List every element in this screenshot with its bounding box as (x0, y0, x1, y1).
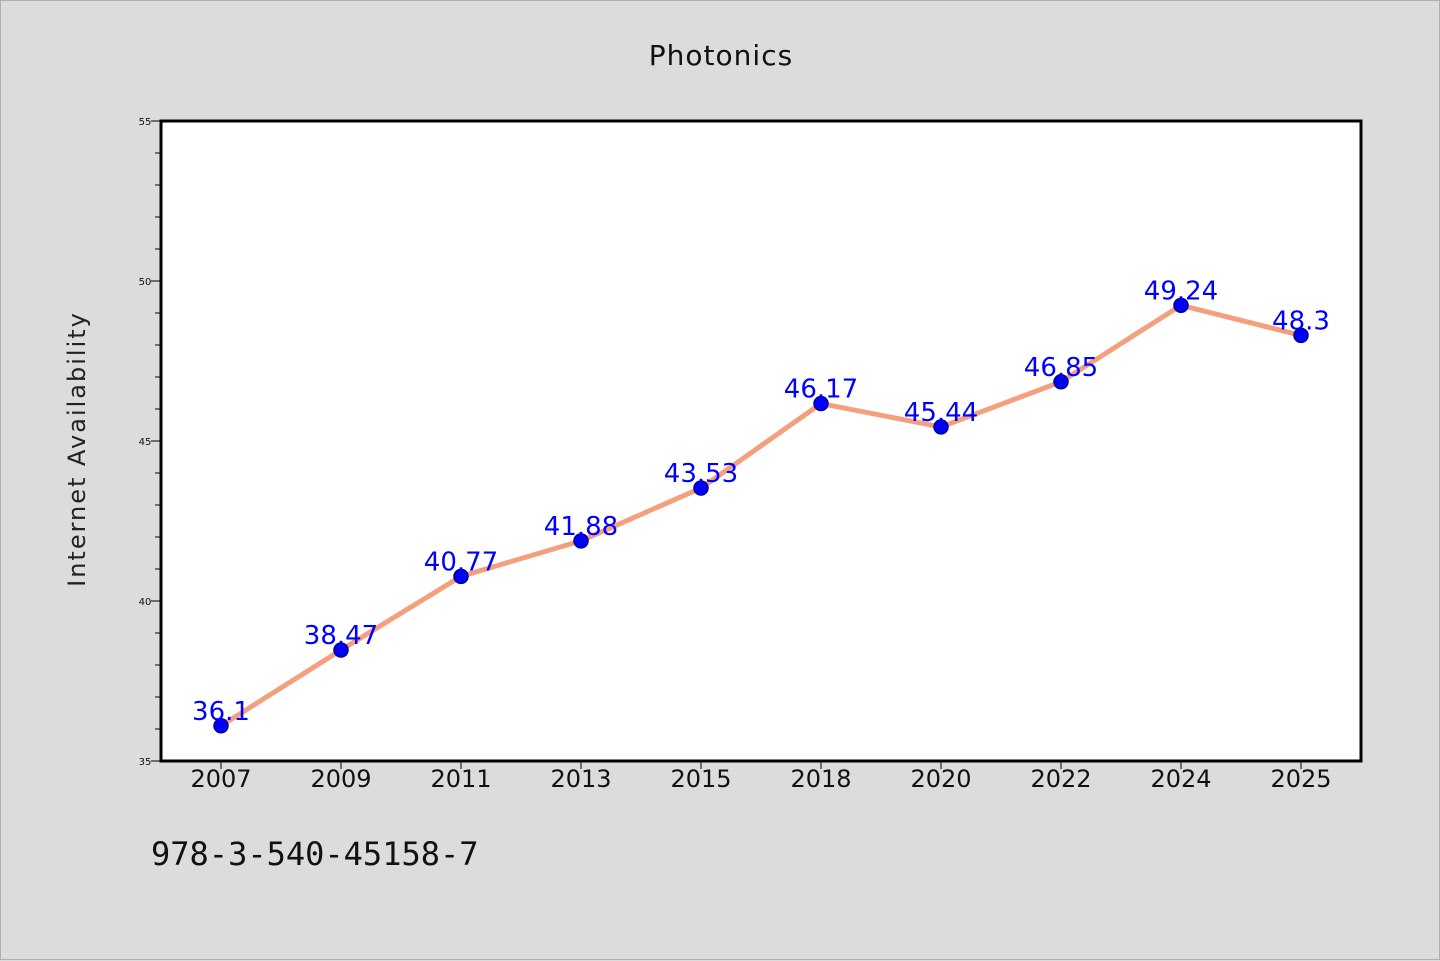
data-point (453, 568, 469, 585)
data-point (693, 480, 709, 496)
data-label: 43.53 (664, 459, 738, 489)
footer-isbn: 978-3-540-45158-7 (151, 835, 479, 873)
plot-area (159, 119, 1363, 763)
data-point (213, 718, 229, 734)
y-axis-label: Internet Availability (63, 311, 91, 587)
data-label: 45.44 (904, 398, 978, 428)
x-tick-label: 2025 (1270, 765, 1331, 793)
y-tick-label: 45 (139, 437, 152, 448)
data-label: 38.47 (304, 621, 378, 651)
data-point (333, 642, 349, 658)
x-tick-label: 2018 (790, 765, 851, 793)
data-label: 46.85 (1024, 353, 1098, 383)
x-tick-label: 2024 (1150, 765, 1211, 793)
y-tick-label: 35 (139, 757, 152, 768)
data-point (813, 395, 829, 412)
x-tick-label: 2007 (190, 765, 251, 793)
series-line (218, 302, 1304, 729)
x-tick-label: 2009 (310, 765, 371, 793)
y-tick-label: 40 (139, 597, 152, 608)
y-axis-ticks: 35 40 45 50 55 (139, 117, 161, 768)
x-tick-label: 2022 (1030, 765, 1091, 793)
data-point (1053, 374, 1069, 390)
data-point (1173, 297, 1189, 314)
data-label: 40.77 (424, 547, 498, 577)
y-tick-label: 50 (139, 277, 152, 288)
x-tick-label: 2015 (670, 765, 731, 793)
chart-title: Photonics (649, 39, 793, 72)
data-label: 41.88 (544, 512, 618, 542)
y-tick-label: 55 (139, 117, 152, 128)
series-group: 36.1 38.47 40.77 41.88 43.53 46.17 45.44 46.85 4… (192, 276, 1330, 734)
x-tick-label: 2013 (550, 765, 611, 793)
data-point (573, 533, 589, 549)
data-label: 46.17 (784, 375, 858, 405)
data-point (933, 419, 949, 435)
data-label: 49.24 (1144, 276, 1218, 306)
x-axis-ticks: 2007 2009 2011 2013 2015 2018 2020 2022 2024 2025 (190, 761, 1332, 793)
x-tick-label: 2011 (430, 765, 491, 793)
data-label: 48.3 (1272, 306, 1330, 336)
data-point (1293, 327, 1309, 344)
x-tick-label: 2020 (910, 765, 971, 793)
data-label: 36.1 (192, 697, 250, 727)
y-minor-ticks (155, 152, 161, 730)
